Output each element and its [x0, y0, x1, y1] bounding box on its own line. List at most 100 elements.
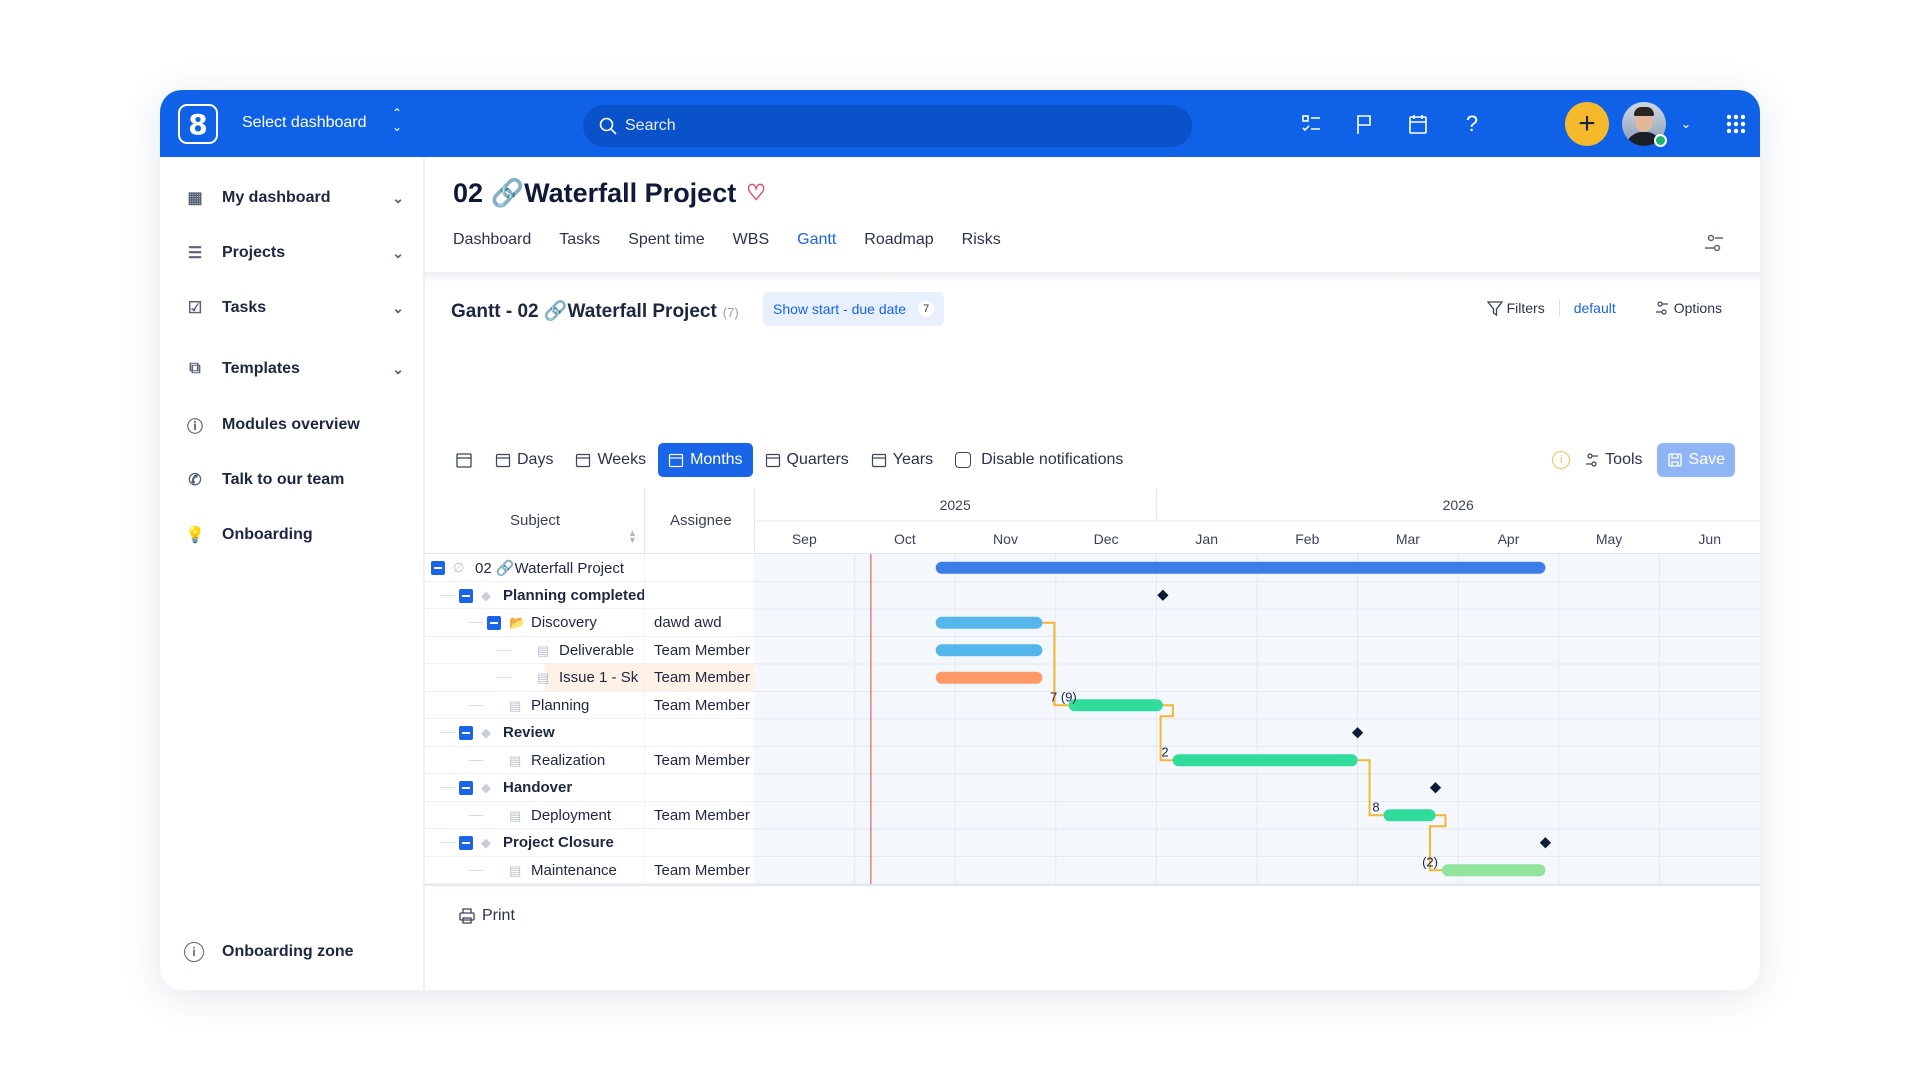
sidebar-item-projects[interactable]: ☰ Projects ⌄ [184, 238, 404, 268]
zoom-years-button[interactable]: Years [871, 443, 933, 477]
table-row[interactable]: ◆ Handover [425, 774, 754, 802]
sidebar-item-modules-overview[interactable]: ⓘ Modules overview [184, 410, 404, 440]
chevron-down-icon[interactable]: ⌄ [392, 244, 404, 261]
table-row[interactable]: ▤ Realization Team Member [425, 746, 754, 774]
tab-tasks[interactable]: Tasks [559, 231, 601, 248]
table-row[interactable]: ▤ Deliverable Team Member [425, 636, 754, 664]
row-subject[interactable]: Discovery [531, 614, 597, 631]
sidebar-item-talk-to-our-team[interactable]: ✆ Talk to our team [184, 465, 404, 495]
row-subject[interactable]: 02 🔗Waterfall Project [475, 560, 625, 577]
row-subject[interactable]: Review [503, 724, 555, 741]
filters-button[interactable]: Filters [1486, 300, 1545, 316]
flag-icon[interactable] [1350, 110, 1378, 138]
column-assignee[interactable]: Assignee [670, 512, 732, 529]
zoom-quarters-button[interactable]: Quarters [765, 443, 849, 477]
sidebar-item-onboarding[interactable]: 💡 Onboarding [184, 520, 404, 550]
table-row[interactable]: ◆ Planning completed [425, 581, 754, 609]
tab-dashboard[interactable]: Dashboard [453, 231, 532, 248]
gantt-bar[interactable] [1172, 754, 1358, 767]
search-input[interactable] [625, 117, 1125, 135]
sidebar-item-templates[interactable]: ⧉ Templates ⌄ [184, 354, 404, 384]
tab-gantt[interactable]: Gantt [797, 231, 837, 248]
plus-icon[interactable]: + [1565, 102, 1609, 146]
onboarding-zone[interactable]: i Onboarding zone [184, 937, 354, 967]
chevron-down-icon[interactable]: ⌄ [1680, 116, 1692, 131]
month-label: Oct [894, 531, 916, 547]
chevron-down-icon[interactable]: ⌄ [392, 360, 404, 377]
toolbar-right: i Tools Save [1552, 442, 1735, 478]
collapse-toggle[interactable] [459, 726, 473, 740]
row-subject[interactable]: Realization [531, 751, 606, 769]
gantt-bar[interactable] [1383, 809, 1436, 822]
tab-wbs[interactable]: WBS [732, 231, 770, 248]
printer-icon [459, 908, 475, 924]
chevron-down-icon[interactable]: ⌄ [392, 189, 404, 206]
milestone-marker[interactable] [1539, 837, 1552, 849]
avatar[interactable] [1622, 102, 1666, 146]
tasks-list-icon[interactable] [1298, 110, 1326, 138]
apps-grid-icon[interactable] [1722, 110, 1750, 138]
chevron-down-icon[interactable]: ⌄ [392, 299, 404, 316]
gantt-actions: Filters default Options [1486, 300, 1722, 316]
search-bar[interactable] [583, 105, 1192, 147]
filter-preset-link[interactable]: default [1558, 300, 1616, 316]
tab-risks[interactable]: Risks [961, 231, 1001, 248]
row-subject[interactable]: Deployment [531, 806, 612, 824]
milestone-marker[interactable] [1351, 727, 1364, 739]
table-row[interactable]: ▤ Maintenance Team Member [425, 856, 754, 884]
dependency-line [1428, 814, 1447, 872]
table-row[interactable]: ▤ Issue 1 - Sk Team Member [425, 664, 754, 692]
sidebar-item-tasks[interactable]: ☑ Tasks ⌄ [184, 293, 404, 323]
table-row[interactable]: ◆ Review [425, 719, 754, 747]
milestone-marker[interactable] [1157, 589, 1169, 601]
milestone-marker[interactable] [1429, 782, 1442, 794]
zoom-days-button[interactable]: Days [495, 443, 553, 477]
row-subject[interactable]: Planning [531, 696, 590, 714]
show-dates-button[interactable]: Show start - due date 7 [763, 292, 945, 326]
sidebar-item-my-dashboard[interactable]: ▦ My dashboard ⌄ [184, 183, 404, 213]
gantt-bar[interactable] [935, 644, 1043, 657]
row-subject[interactable]: Handover [503, 779, 573, 796]
zoom-months-button[interactable]: Months [658, 443, 753, 477]
gantt-bar[interactable] [935, 561, 1546, 574]
collapse-toggle[interactable] [459, 836, 473, 850]
app-logo[interactable]: 8 [178, 104, 218, 144]
tools-button[interactable]: Tools [1584, 451, 1643, 469]
help-icon[interactable]: ? [1465, 111, 1479, 136]
collapse-toggle[interactable] [431, 561, 445, 575]
row-subject[interactable]: Deliverable [559, 641, 635, 659]
options-button[interactable]: Options [1654, 300, 1722, 316]
calendar-picker-icon[interactable] [455, 443, 473, 477]
column-subject[interactable]: Subject [510, 512, 561, 529]
table-row[interactable]: ▤ Planning Team Member [425, 691, 754, 719]
row-subject[interactable]: Project Closure [503, 834, 614, 851]
gantt-bar[interactable] [1068, 699, 1163, 712]
info-icon[interactable]: i [1552, 451, 1571, 469]
month-label: May [1596, 531, 1622, 547]
gantt-bar[interactable] [935, 616, 1043, 629]
disable-notifications-checkbox[interactable] [955, 452, 972, 468]
table-row[interactable]: ◆ Project Closure [425, 829, 754, 857]
row-subject[interactable]: Planning completed [503, 586, 644, 604]
gantt-bar[interactable] [935, 671, 1043, 684]
sliders-icon[interactable] [1703, 232, 1725, 259]
select-dashboard[interactable]: Select dashboard [242, 114, 367, 131]
zoom-weeks-button[interactable]: Weeks [575, 443, 646, 477]
collapse-toggle[interactable] [459, 781, 473, 795]
gantt-bar[interactable] [1441, 864, 1546, 877]
chevron-up-down-icon[interactable]: ⌃ ⌄ [392, 106, 403, 134]
row-subject[interactable]: Issue 1 - Sk [559, 669, 639, 686]
table-row[interactable]: 📂 Discovery dawd awd [425, 609, 754, 637]
collapse-toggle[interactable] [459, 588, 473, 603]
tab-spent-time[interactable]: Spent time [628, 231, 705, 248]
row-subject[interactable]: Maintenance [531, 861, 617, 879]
tab-roadmap[interactable]: Roadmap [864, 231, 934, 248]
print-button[interactable]: Print [458, 907, 515, 925]
sort-icon[interactable]: ▲ ▼ [628, 528, 637, 545]
collapse-toggle[interactable] [487, 616, 501, 630]
table-row[interactable]: ▤ Deployment Team Member [425, 801, 754, 829]
save-button[interactable]: Save [1656, 443, 1735, 477]
table-row[interactable]: ∅ 02 🔗Waterfall Project [425, 554, 754, 582]
calendar-icon[interactable] [1404, 110, 1432, 138]
heart-icon[interactable]: ♡ [746, 180, 766, 205]
